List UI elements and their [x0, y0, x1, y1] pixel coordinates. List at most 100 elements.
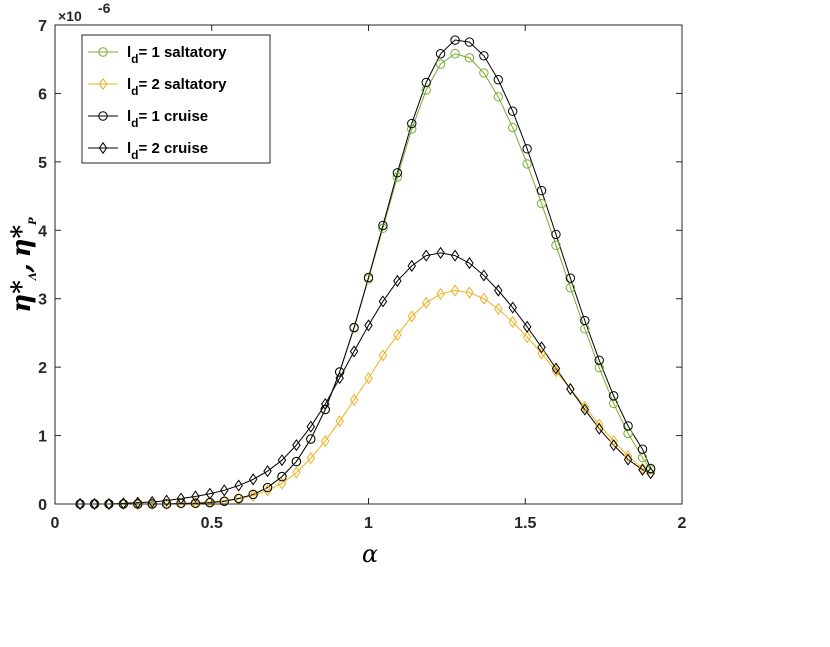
series-1-point	[493, 92, 503, 102]
series-3-point	[291, 456, 302, 467]
legend-sub: d	[131, 52, 138, 66]
series-2-point	[638, 462, 647, 475]
series-4-point	[566, 382, 575, 396]
series-4-point	[162, 494, 171, 507]
series-4-point	[594, 422, 604, 435]
series-4-point	[551, 362, 561, 375]
legend-marker-2	[98, 77, 108, 91]
x-tick-label: 2	[678, 515, 687, 532]
series-2-point	[407, 310, 417, 323]
series-4-point	[609, 439, 618, 452]
series-4-point	[133, 496, 143, 509]
series-3-point	[349, 322, 359, 333]
series-2-point	[580, 400, 590, 413]
series-2-point	[248, 489, 258, 502]
y-tick-label: 3	[38, 292, 47, 309]
legend-box	[81, 34, 271, 164]
series-3-point	[536, 185, 547, 196]
series-4-point	[277, 454, 287, 467]
series-3-point	[450, 35, 460, 45]
series-3-point	[645, 463, 656, 474]
series-3-point	[637, 444, 648, 454]
series-3-point	[262, 482, 273, 493]
series-3-point	[551, 229, 561, 240]
series-1-point	[421, 85, 431, 95]
series-3-point	[363, 272, 374, 283]
series-3-point	[508, 106, 518, 116]
legend-text: = 1 cruise	[139, 108, 209, 125]
series-4-point	[306, 420, 316, 433]
series-1-point	[407, 124, 417, 134]
legend-label-4: ld= 2 cruise	[127, 140, 208, 162]
series-4-point	[263, 465, 272, 478]
series-2-point	[306, 452, 316, 465]
legend-label-1: ld= 1 saltatory	[127, 44, 227, 66]
legend-sub: d	[131, 84, 138, 98]
legend-marker-3	[98, 111, 108, 121]
legend-sub: d	[131, 116, 138, 130]
series-4-point	[479, 269, 489, 282]
series-4-point	[248, 473, 258, 486]
series-4-point	[522, 320, 532, 333]
y-label-eta-a: η	[7, 294, 37, 313]
series-2-point	[436, 287, 445, 300]
y-tick-label: 4	[38, 223, 47, 240]
series-4-point	[349, 345, 359, 358]
y-tick-label: 2	[38, 360, 47, 377]
series-3-point	[608, 391, 619, 401]
series-3-point	[277, 471, 287, 482]
y-axis-label: η*Λ,η*P	[7, 217, 39, 313]
series-3-point	[435, 49, 446, 59]
series-2-point	[335, 415, 344, 428]
series-4-point	[623, 453, 633, 466]
legend-prefix: l	[127, 76, 131, 93]
series-3-point	[392, 168, 403, 178]
series-4-point	[421, 249, 431, 262]
series-4-point	[320, 398, 330, 411]
series-4-point	[646, 467, 655, 480]
series-2-point	[494, 302, 503, 316]
series-3-point	[594, 355, 604, 365]
y-label-star-p: *	[7, 224, 37, 238]
series-2-point	[421, 296, 431, 309]
series-3-point	[407, 118, 417, 129]
series-3-point	[479, 51, 489, 61]
y-tick-label: 6	[38, 86, 47, 103]
series-1-point	[508, 122, 518, 133]
series-2-point	[450, 284, 460, 297]
series-4-point	[465, 257, 474, 270]
series-3-point	[580, 315, 590, 326]
series-3-point	[219, 496, 229, 506]
series-line-4	[80, 252, 651, 505]
series-4-point	[494, 284, 503, 297]
series-1-point	[623, 428, 633, 439]
y-axis: 0 1 2 3 4 5 6 7	[38, 18, 682, 514]
series-1-point	[392, 172, 403, 182]
y-tick-label: 0	[38, 497, 47, 514]
legend-prefix: l	[127, 140, 131, 157]
series-2-point	[393, 328, 402, 342]
series-1-point	[464, 53, 475, 63]
series-3-point	[190, 498, 201, 509]
series-2-point	[378, 349, 388, 362]
series-3-point	[320, 404, 330, 415]
series-1-point	[536, 198, 547, 209]
series-4-point	[580, 403, 590, 416]
series-1-point	[565, 283, 576, 293]
legend-sub: d	[131, 148, 138, 162]
y-tick-label: 7	[38, 18, 47, 35]
series-4-point	[508, 301, 517, 314]
series-4-point	[104, 497, 114, 511]
series-4-point	[119, 497, 128, 510]
series-3-point	[234, 493, 244, 504]
series-2-point	[522, 330, 532, 344]
series-4-point	[393, 274, 402, 287]
series-3-point	[623, 421, 633, 431]
x-tick-label: 0.5	[201, 515, 223, 532]
series-1-point	[594, 363, 604, 373]
series-2-point	[364, 372, 373, 385]
series-4-point	[450, 249, 460, 262]
y-label-sub-p: P	[28, 217, 39, 226]
